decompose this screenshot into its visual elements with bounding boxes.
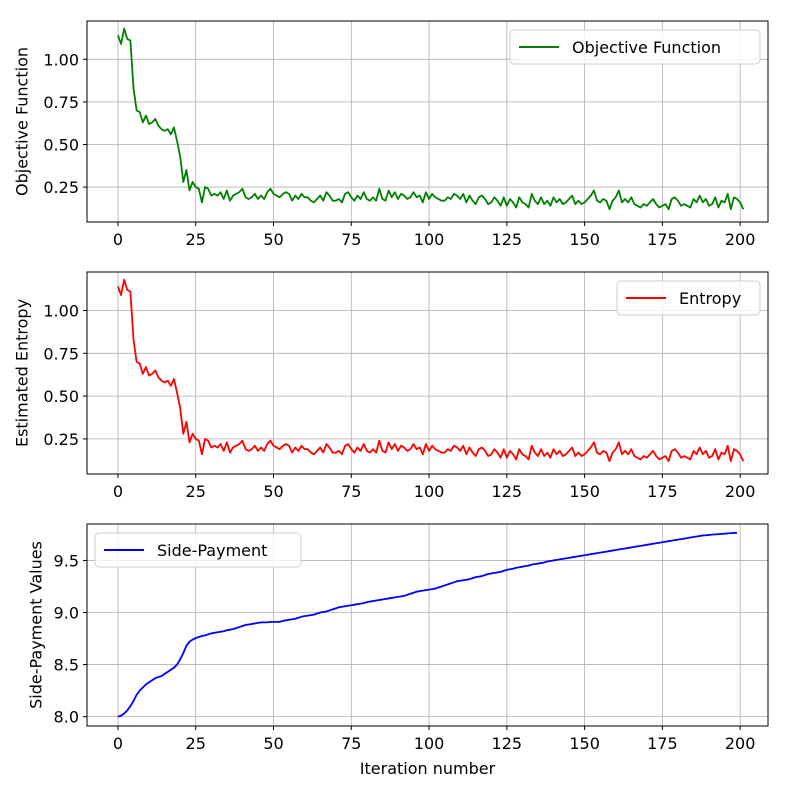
x-tick-label: 25 [186, 230, 206, 249]
legend-box [94, 532, 302, 568]
x-tick-label: 100 [414, 230, 445, 249]
x-tick-label: 150 [569, 230, 600, 249]
y-tick-label: 9.0 [54, 604, 79, 623]
y-tick-label: 8.5 [54, 656, 79, 675]
legend-label: Entropy [679, 289, 741, 308]
y-tick-label: 1.00 [43, 302, 79, 321]
y-axis-title: Objective Function [13, 47, 32, 196]
x-tick-label: 125 [492, 230, 523, 249]
plot-frame [86, 523, 769, 727]
y-tick-label: 0.25 [43, 178, 79, 197]
legend: Objective Function [509, 29, 761, 65]
x-tick-label: 50 [263, 734, 283, 753]
x-tick-label: 0 [113, 230, 123, 249]
x-tick-label: 150 [569, 734, 600, 753]
chart-panel-1: 0 25 50 75 100 125 150 175 200 0.25 0.50 0.75 1.00 Ob… [13, 20, 769, 249]
x-tick-label: 200 [725, 734, 756, 753]
x-tick-label: 150 [569, 482, 600, 501]
x-tick-label: 50 [263, 482, 283, 501]
legend-box [616, 280, 761, 316]
legend: Entropy [616, 280, 761, 316]
x-tick-label: 175 [647, 482, 678, 501]
x-tick-label: 125 [492, 482, 523, 501]
y-tick-label: 0.50 [43, 387, 79, 406]
y-tick-label: 0.25 [43, 430, 79, 449]
y-tick-label: 0.75 [43, 344, 79, 363]
y-axis-title: Side-Payment Values [27, 541, 46, 709]
x-tick-label: 100 [414, 482, 445, 501]
x-tick-label: 25 [186, 482, 206, 501]
x-tick-label: 100 [414, 734, 445, 753]
legend-label: Side-Payment [157, 541, 267, 560]
plot-frame [86, 271, 769, 475]
y-tick-label: 0.75 [43, 93, 79, 112]
x-tick-label: 0 [113, 482, 123, 501]
y-tick-label: 0.50 [43, 135, 79, 154]
y-tick-label: 8.0 [54, 708, 79, 727]
x-tick-label: 0 [113, 734, 123, 753]
legend: Side-Payment [94, 532, 302, 568]
x-tick-label: 125 [492, 734, 523, 753]
x-axis-title: Iteration number [360, 759, 496, 778]
x-tick-label: 75 [341, 230, 361, 249]
plot-frame [86, 20, 769, 223]
x-tick-label: 200 [725, 482, 756, 501]
legend-box [509, 29, 761, 65]
chart-panel-2: 0 25 50 75 100 125 150 175 200 0.25 0.50 0.75 1.00 Es… [13, 271, 769, 501]
x-tick-label: 75 [341, 734, 361, 753]
series-line-1 [117, 27, 745, 211]
legend-label: Objective Function [572, 38, 721, 57]
x-tick-label: 175 [647, 734, 678, 753]
x-tick-label: 200 [725, 230, 756, 249]
y-axis-title: Estimated Entropy [13, 299, 32, 447]
x-tick-label: 175 [647, 230, 678, 249]
y-tick-label: 9.5 [54, 551, 79, 570]
series-line-1 [117, 531, 738, 718]
x-tick-label: 50 [263, 230, 283, 249]
series-line-1 [117, 278, 745, 463]
x-tick-label: 75 [341, 482, 361, 501]
chart-panel-3: 0 25 50 75 100 125 150 175 200 8.0 8.5 9.0 9.5 Side-P… [27, 523, 769, 778]
x-tick-label: 25 [186, 734, 206, 753]
y-tick-label: 1.00 [43, 50, 79, 69]
